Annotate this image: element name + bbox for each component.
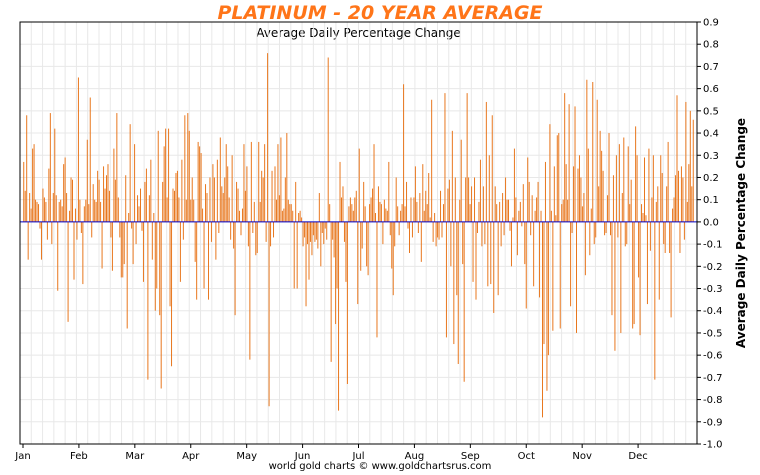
y-tick-label: 0.1 (703, 195, 719, 206)
y-tick-label: -0.9 (703, 417, 723, 428)
y-axis-ticks: 0.9 0.8 0.7 0.6 0.5 0.4 0.3 0.2 0.1 0.0 -0.1 -0.2 -0… (697, 18, 723, 451)
x-tick-label: Oct (518, 451, 535, 462)
x-tick-label: Apr (182, 451, 200, 462)
y-tick-label: -0.2 (703, 262, 723, 273)
y-tick-label: 0.2 (703, 173, 719, 184)
x-tick-label: Jun (294, 451, 311, 462)
y-tick-label: -0.3 (703, 284, 723, 295)
x-tick-label: Mar (125, 451, 145, 462)
x-axis-ticks: Jan Feb Mar Apr May Jun Jul Aug Sep Oct Nov Dec (14, 444, 648, 462)
y-tick-label: 0.0 (703, 217, 719, 228)
x-tick-label: Nov (572, 451, 592, 462)
y-tick-label: 0.4 (703, 129, 719, 140)
y-tick-label: 0.6 (703, 84, 719, 95)
y-tick-label: -0.8 (703, 395, 723, 406)
x-tick-label: Sep (461, 451, 480, 462)
y-tick-label: 0.5 (703, 106, 719, 117)
x-tick-label: Dec (628, 451, 647, 462)
x-tick-label: May (236, 451, 257, 462)
chart-title: PLATINUM - 20 YEAR AVERAGE (217, 2, 543, 24)
y-tick-label: -0.6 (703, 351, 723, 362)
x-tick-label: Feb (70, 451, 88, 462)
y-tick-label: 0.8 (703, 40, 719, 51)
y-axis-label: Average Daily Percentage Change (734, 118, 748, 348)
y-tick-label: 0.7 (703, 62, 719, 73)
x-tick-label: Aug (405, 451, 425, 462)
x-tick-label: Jan (14, 451, 30, 462)
y-tick-label: -0.4 (703, 306, 723, 317)
x-tick-label: Jul (351, 451, 364, 462)
y-tick-label: 0.9 (703, 18, 719, 29)
footer-credit: world gold charts © www.goldchartsrus.co… (268, 461, 492, 472)
y-tick-label: 0.3 (703, 151, 719, 162)
y-tick-label: -1.0 (703, 440, 723, 451)
y-tick-label: -0.1 (703, 240, 723, 251)
y-tick-label: -0.7 (703, 373, 723, 384)
gridlines (20, 21, 697, 445)
y-tick-label: -0.5 (703, 328, 723, 339)
bars (23, 53, 694, 418)
